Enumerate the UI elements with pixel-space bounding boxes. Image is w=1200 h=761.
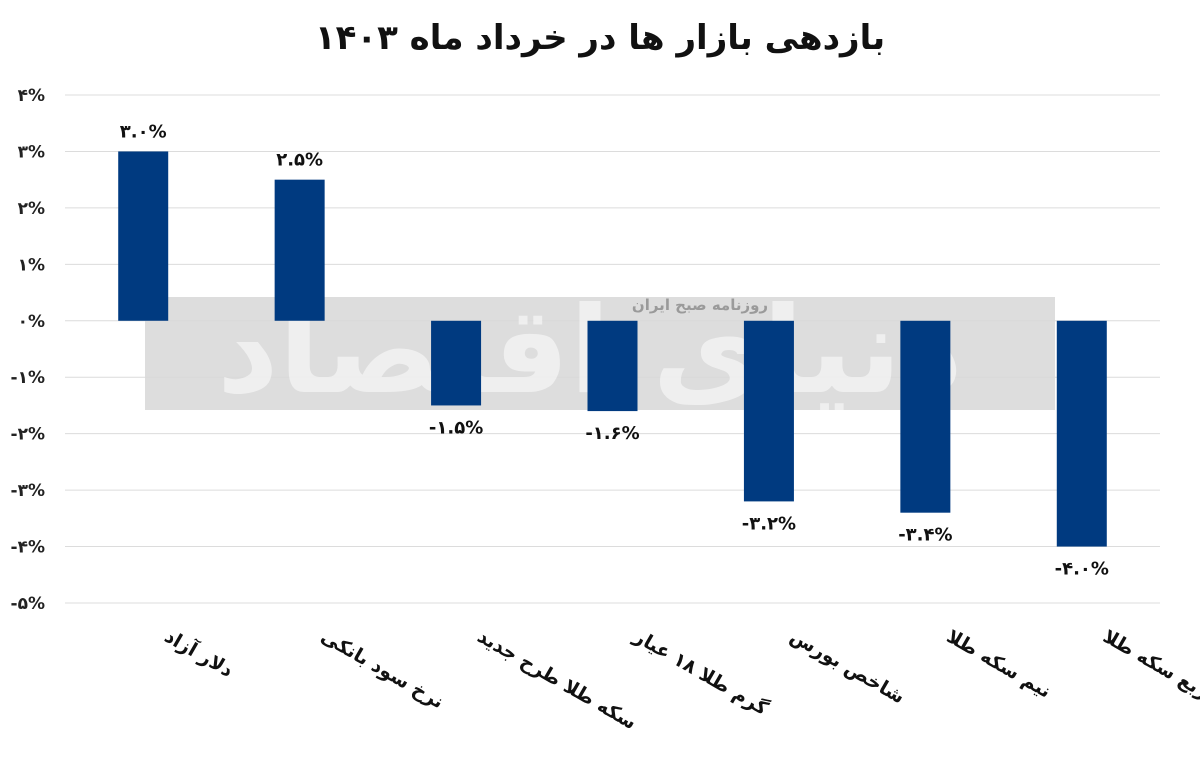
x-tick-label: نیم سکه طلا: [943, 625, 1055, 702]
bar: [274, 179, 325, 321]
data-label: -۳.۴%: [898, 525, 952, 546]
bar: [431, 320, 482, 406]
bar: [900, 320, 951, 513]
y-tick-label: ۱%: [18, 255, 45, 275]
y-tick-label: ۳%: [18, 142, 45, 162]
data-labels: ۳.۰% ۲.۵% -۱.۵% -۱.۶% -۳.۲% -۳.۴% -۴.۰%: [120, 121, 1109, 579]
data-label: -۴.۰%: [1055, 559, 1109, 580]
y-tick-label: ۰%: [18, 312, 45, 332]
data-label: -۱.۵%: [429, 417, 483, 438]
x-tick-label: دلار آزاد: [161, 624, 238, 682]
y-tick-label: ۲%: [18, 199, 45, 219]
data-label: ۲.۵%: [276, 150, 323, 171]
watermark-tagline: روزنامه صبح ایران: [632, 296, 768, 314]
x-tick-label: سکه طلا طرح جدید: [474, 625, 641, 734]
chart-title: بازدهی بازار ها در خرداد ماه ۱۴۰۳: [314, 18, 886, 58]
data-label: -۳.۲%: [742, 513, 796, 534]
y-tick-label: -۴%: [11, 538, 45, 558]
data-label: -۱.۶%: [585, 423, 639, 444]
bar: [587, 320, 638, 412]
y-tick-label: -۱%: [11, 368, 45, 388]
x-tick-label: گرم طلا ۱۸ عیار: [629, 624, 773, 720]
y-tick-label: -۳%: [11, 481, 45, 501]
bar: [118, 151, 169, 321]
x-tick-label: نرخ سود بانکی: [317, 625, 447, 713]
x-tick-label: شاخص بورس: [786, 625, 908, 708]
bar: [743, 320, 794, 502]
bars: [118, 151, 1107, 547]
y-axis: ۴% ۳% ۲% ۱% ۰% -۱% -۲% -۳% -۴% -۵%: [11, 86, 45, 614]
data-label: ۳.۰%: [120, 121, 167, 142]
y-tick-label: -۵%: [11, 594, 45, 614]
bar: [1056, 320, 1107, 547]
x-axis: دلار آزاد نرخ سود بانکی سکه طلا طرح جدیدگر…: [161, 624, 1200, 735]
x-tick-label: ربع سکه طلا: [1099, 625, 1200, 703]
y-tick-label: ۴%: [18, 86, 45, 106]
y-tick-label: -۲%: [11, 425, 45, 445]
